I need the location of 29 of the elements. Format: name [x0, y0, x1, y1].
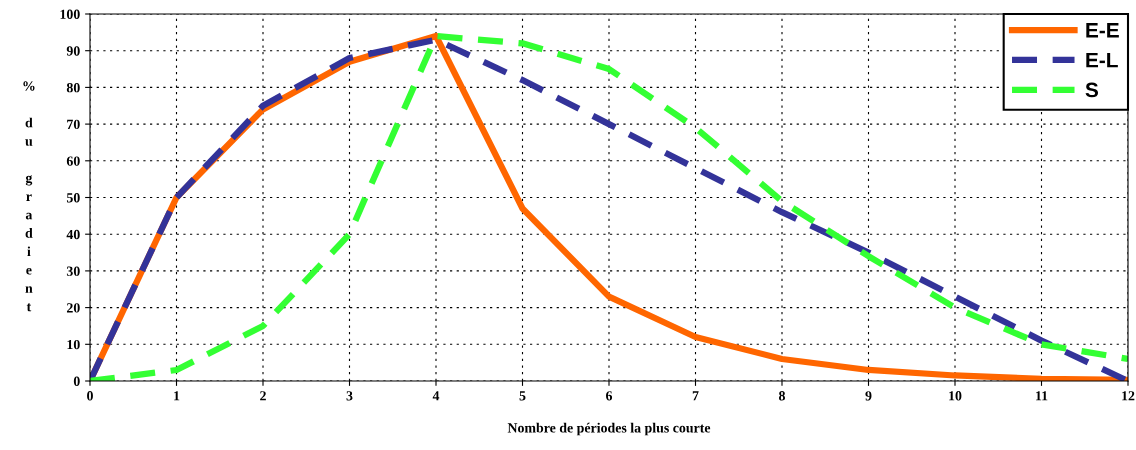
- x-tick-label: 3: [346, 391, 353, 401]
- y-tick-label: 30: [66, 266, 80, 276]
- x-tick-label: 5: [519, 391, 526, 401]
- y-tick-label: 40: [66, 229, 80, 240]
- y-tick-label: 80: [66, 82, 80, 93]
- x-tick-label: 7: [692, 391, 699, 401]
- y-tick-label: 50: [66, 193, 80, 203]
- y-tick-label: 90: [66, 46, 80, 56]
- x-tick-label: 0: [87, 391, 93, 401]
- x-tick-label: 12: [1122, 391, 1135, 401]
- y-tick-label: 60: [66, 156, 80, 166]
- x-axis-title: Nombre de périodes la plus courte: [507, 422, 711, 436]
- text: % du gradient: [23, 81, 35, 312]
- x-tick-label: 1: [174, 391, 180, 401]
- y-tick-label: 20: [66, 303, 80, 313]
- y-tick-label: 10: [67, 339, 80, 350]
- x-tick-label: 6: [606, 391, 613, 401]
- x-tick-label: 9: [865, 391, 872, 401]
- y-tick-label: 100: [60, 9, 80, 19]
- legend-label: S: [1085, 82, 1099, 98]
- x-tick-label: 11: [1036, 391, 1048, 401]
- x-tick-label: 2: [260, 391, 266, 401]
- x-tick-label: 10: [949, 391, 962, 401]
- legend-label: E-L: [1086, 52, 1118, 68]
- x-tick-label: 4: [432, 391, 440, 401]
- x-tick-label: 8: [778, 391, 786, 401]
- legend-label: E-E: [1086, 23, 1119, 38]
- y-tick-label: 0: [73, 376, 80, 386]
- y-tick-label: 70: [67, 119, 80, 130]
